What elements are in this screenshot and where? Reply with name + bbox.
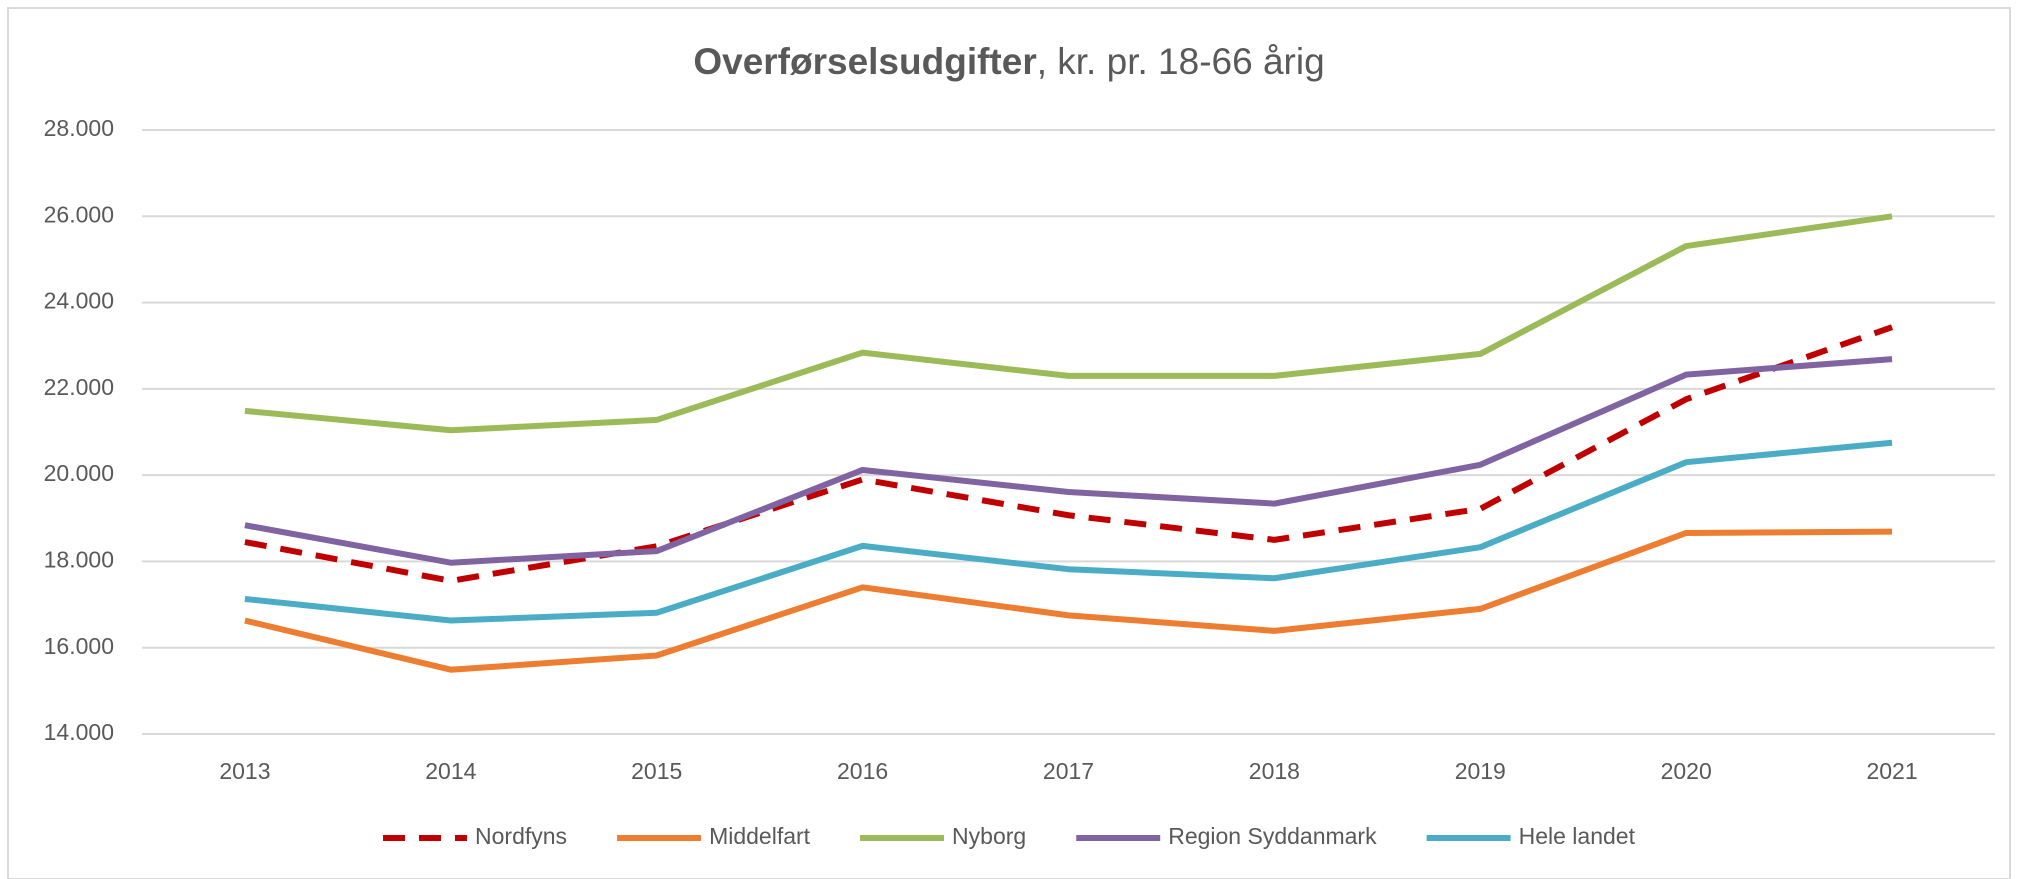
x-tick-label: 2013: [219, 758, 270, 784]
chart-title: Overførselsudgifter, kr. pr. 18-66 årig: [693, 41, 1324, 82]
title-rest: , kr. pr. 18-66 årig: [1037, 41, 1325, 82]
legend-label: Hele landet: [1519, 823, 1636, 849]
x-tick-label: 2018: [1249, 758, 1300, 784]
legend-label: Region Syddanmark: [1168, 823, 1377, 849]
x-tick-label: 2014: [425, 758, 476, 784]
legend-label: Nyborg: [952, 823, 1026, 849]
series-line: [244, 213, 1893, 434]
x-tick-label: 2015: [631, 758, 682, 784]
series-line: [244, 439, 1893, 624]
x-tick-label: 2020: [1661, 758, 1712, 784]
y-tick-label: 20.000: [44, 460, 114, 486]
y-tick-label: 24.000: [44, 288, 114, 314]
x-tick-label: 2019: [1455, 758, 1506, 784]
series-line: [244, 324, 1894, 584]
x-tick-label: 2017: [1043, 758, 1094, 784]
y-tick-label: 18.000: [44, 547, 114, 573]
series-line: [244, 356, 1893, 566]
y-tick-label: 26.000: [44, 201, 114, 227]
series-line: [244, 528, 1893, 673]
y-tick-label: 28.000: [44, 115, 114, 141]
x-tick-label: 2021: [1866, 758, 1917, 784]
y-tick-label: 22.000: [44, 374, 114, 400]
title-bold: Overførselsudgifter: [693, 41, 1036, 82]
legend-label: Nordfyns: [475, 823, 567, 849]
y-tick-label: 16.000: [44, 633, 114, 659]
y-tick-label: 14.000: [44, 719, 114, 745]
x-tick-label: 2016: [837, 758, 888, 784]
legend-label: Middelfart: [709, 823, 811, 849]
chart-frame: [7, 7, 2011, 879]
